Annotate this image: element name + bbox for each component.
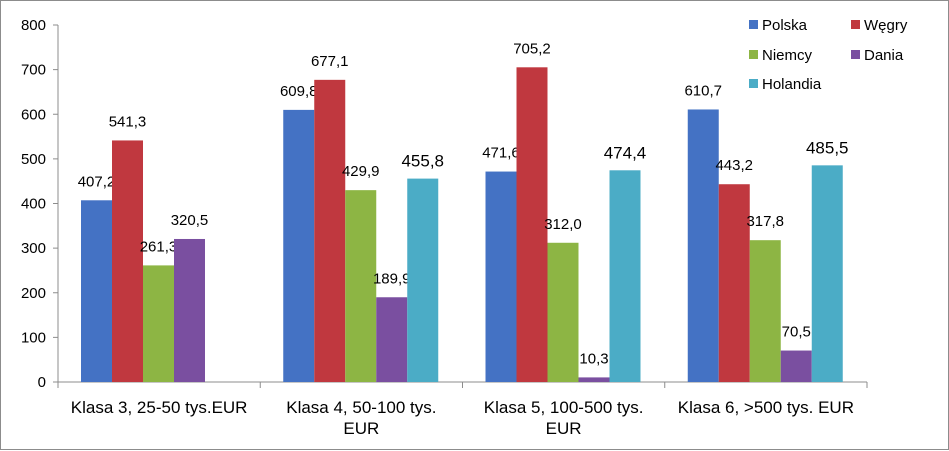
y-tick-label: 700 [21,62,46,79]
bar-węgry [112,140,143,382]
bar-dania [376,297,408,382]
bar-niemcy [547,242,579,382]
y-tick-label: 400 [21,196,46,213]
data-label: 541,3 [109,113,147,130]
y-tick-label: 0 [38,374,46,391]
data-label: 317,8 [746,213,784,230]
bar-węgry [516,67,548,382]
bar-holandia [407,178,439,382]
y-tick-label: 100 [21,329,46,346]
legend-label: Dania [864,47,904,64]
x-category-label: Klasa 3, 25-50 tys.EUR [71,398,248,417]
data-label: 677,1 [311,53,349,70]
y-tick-label: 300 [21,240,46,257]
bar-polska [283,109,315,383]
x-category-label: EUR [343,419,379,438]
data-label: 70,5 [782,324,811,341]
y-tick-label: 600 [21,106,46,123]
x-category-label: Klasa 4, 50-100 tys. [286,398,436,417]
data-label: 320,5 [171,212,209,229]
data-label: 609,8 [280,83,318,100]
x-category-label: Klasa 6, >500 tys. EUR [678,398,854,417]
bar-niemcy [345,190,377,382]
bar-węgry [314,79,346,383]
legend-swatch-dania [851,50,860,59]
data-label: 312,0 [544,216,582,233]
bar-węgry [718,184,750,382]
data-label: 261,3 [140,238,178,255]
legend-label: Holandia [762,76,822,93]
y-tick-label: 800 [21,17,46,34]
bar-niemcy [143,265,174,382]
legend-label: Polska [762,17,808,34]
x-category-label: EUR [546,419,582,438]
legend-label: Niemcy [762,47,813,64]
bar-dania [174,238,205,382]
data-label: 10,3 [579,350,608,367]
legend-swatch-węgry [851,20,860,29]
bar-holandia [609,170,641,382]
data-label: 443,2 [715,157,753,174]
legend-swatch-holandia [749,79,758,88]
data-label: 189,9 [373,270,411,287]
data-label: 429,9 [342,163,380,180]
data-label: 705,2 [513,40,551,57]
y-tick-label: 200 [21,285,46,302]
bar-polska [81,200,112,382]
bar-dania [578,377,610,382]
bar-polska [687,109,719,382]
x-category-label: Klasa 5, 100-500 tys. [484,398,644,417]
legend-swatch-polska [749,20,758,29]
y-tick-label: 500 [21,151,46,168]
data-label: 455,8 [401,152,444,171]
bar-dania [780,350,812,382]
bar-holandia [811,165,843,382]
bar-niemcy [749,240,781,382]
data-label: 610,7 [684,82,722,99]
data-label: 471,6 [482,145,520,162]
legend-swatch-niemcy [749,50,758,59]
data-label: 407,2 [78,173,116,190]
data-label: 474,4 [604,143,647,162]
data-label: 485,5 [806,138,849,157]
legend-label: Węgry [864,17,908,34]
bar-polska [485,171,517,382]
